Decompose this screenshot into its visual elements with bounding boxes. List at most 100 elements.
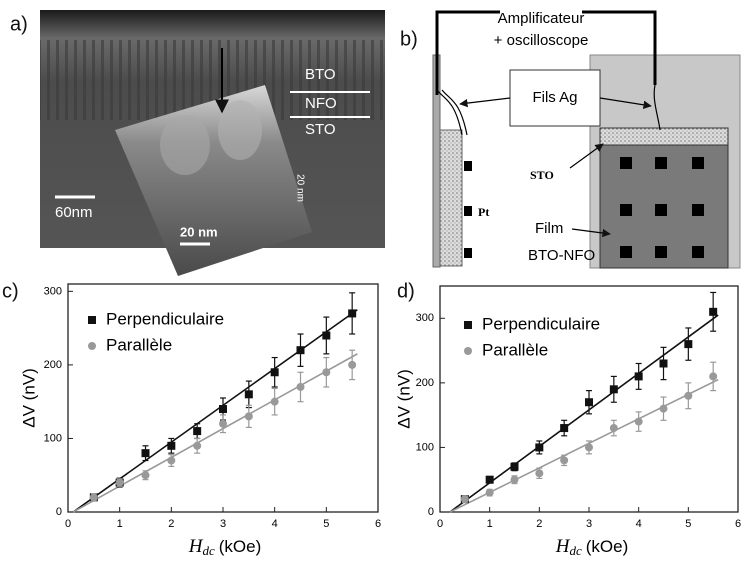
layer-label: BTO bbox=[305, 66, 336, 83]
x-tick-label: 2 bbox=[536, 518, 542, 530]
x-axis-label-part: H bbox=[555, 536, 571, 557]
x-axis-label: Hdc (kOe) bbox=[555, 536, 629, 558]
marker bbox=[348, 309, 357, 318]
x-tick-label: 2 bbox=[168, 518, 174, 530]
marker bbox=[141, 471, 150, 480]
x-tick-label: 5 bbox=[685, 518, 691, 530]
instrument-label: + oscilloscope bbox=[494, 32, 589, 49]
legend-label: Perpendiculaire bbox=[482, 314, 600, 333]
marker bbox=[244, 412, 253, 421]
legend-marker bbox=[88, 342, 96, 350]
marker bbox=[585, 398, 593, 407]
legend-label: Perpendiculaire bbox=[106, 309, 224, 328]
marker bbox=[634, 417, 643, 426]
legend-marker bbox=[464, 347, 472, 355]
x-tick-label: 3 bbox=[586, 518, 592, 530]
x-axis-label-part: dc bbox=[202, 543, 215, 558]
marker bbox=[535, 443, 544, 452]
label-background bbox=[500, 5, 582, 53]
x-axis-label-part: (kOe) bbox=[219, 537, 262, 556]
marker bbox=[244, 390, 253, 399]
y-tick-label: 0 bbox=[56, 506, 62, 518]
y-tick-label: 300 bbox=[416, 312, 434, 324]
marker bbox=[659, 359, 668, 368]
y-axis-label: ΔV (nV) bbox=[394, 369, 413, 429]
x-tick-label: 3 bbox=[220, 518, 226, 530]
marker bbox=[510, 462, 519, 471]
panel-label: b) bbox=[400, 28, 418, 50]
sem-image bbox=[40, 10, 385, 276]
marker bbox=[485, 475, 494, 484]
marker bbox=[560, 456, 569, 465]
marker bbox=[270, 397, 279, 406]
layer-label: NFO bbox=[305, 95, 337, 112]
x-tick-label: 5 bbox=[323, 518, 329, 530]
x-tick-label: 4 bbox=[272, 518, 278, 530]
marker bbox=[609, 424, 618, 433]
marker bbox=[193, 441, 202, 450]
legend-marker bbox=[88, 316, 96, 324]
x-axis-label: Hdc (kOe) bbox=[188, 536, 262, 558]
x-axis-label-part: H bbox=[188, 536, 204, 557]
marker bbox=[219, 405, 227, 414]
film-label: BTO-NFO bbox=[528, 247, 595, 264]
panel-label: d) bbox=[397, 280, 415, 302]
y-tick-label: 300 bbox=[44, 285, 62, 297]
substrate-label: STO bbox=[530, 168, 554, 182]
marker bbox=[510, 475, 519, 484]
marker bbox=[322, 331, 331, 340]
marker bbox=[296, 346, 305, 355]
y-tick-label: 200 bbox=[416, 377, 434, 389]
x-tick-label: 1 bbox=[117, 518, 123, 530]
legend-marker bbox=[464, 321, 472, 329]
x-tick-label: 6 bbox=[375, 518, 381, 530]
marker bbox=[89, 493, 98, 502]
marker bbox=[709, 372, 718, 381]
marker bbox=[634, 372, 643, 381]
y-tick-label: 0 bbox=[428, 506, 434, 518]
film-label: Film bbox=[535, 220, 563, 237]
marker bbox=[141, 449, 150, 458]
legend-label: Parallèle bbox=[482, 340, 548, 359]
marker bbox=[296, 382, 305, 391]
fit-line bbox=[449, 314, 719, 513]
x-tick-label: 0 bbox=[437, 518, 443, 530]
x-tick-label: 4 bbox=[636, 518, 642, 530]
marker bbox=[348, 360, 357, 369]
wire-label: Fils Ag bbox=[532, 89, 577, 106]
marker bbox=[535, 469, 544, 478]
marker bbox=[659, 404, 668, 413]
electrode-label: Pt bbox=[478, 205, 489, 219]
x-tick-label: 6 bbox=[735, 518, 741, 530]
marker bbox=[485, 488, 494, 497]
panel-label: a) bbox=[10, 13, 28, 35]
x-axis-label-part: dc bbox=[569, 543, 582, 558]
y-tick-label: 100 bbox=[416, 441, 434, 453]
x-axis-label-part: (kOe) bbox=[586, 537, 629, 556]
marker bbox=[167, 456, 176, 465]
fit-line bbox=[449, 378, 719, 513]
marker bbox=[270, 368, 279, 377]
marker bbox=[115, 478, 124, 487]
marker bbox=[219, 419, 227, 428]
setup-diagram bbox=[432, 10, 741, 269]
x-tick-label: 1 bbox=[487, 518, 493, 530]
marker bbox=[460, 495, 469, 504]
scale-bar-label: 20 nm bbox=[180, 224, 218, 239]
layer-label: STO bbox=[305, 121, 336, 138]
y-tick-label: 100 bbox=[44, 432, 62, 444]
fit-line bbox=[72, 353, 358, 513]
marker bbox=[167, 441, 176, 450]
instrument-label: Amplificateur bbox=[498, 10, 585, 27]
x-tick-label: 0 bbox=[65, 518, 71, 530]
marker bbox=[560, 424, 569, 433]
marker bbox=[193, 427, 202, 436]
marker bbox=[609, 385, 618, 394]
panel-label: c) bbox=[2, 280, 19, 302]
marker bbox=[585, 443, 593, 452]
marker bbox=[709, 307, 718, 316]
scale-bar-label: 60nm bbox=[55, 204, 93, 221]
y-axis-label: ΔV (nV) bbox=[19, 368, 38, 428]
marker bbox=[322, 368, 331, 377]
